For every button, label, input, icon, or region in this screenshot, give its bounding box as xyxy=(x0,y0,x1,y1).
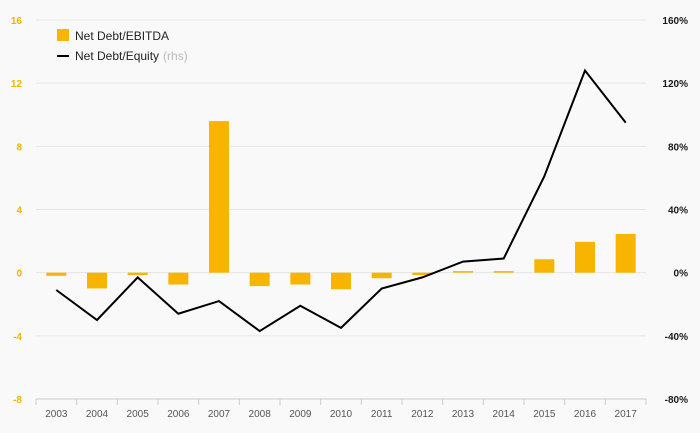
x-tick-label: 2009 xyxy=(289,409,312,420)
line-series xyxy=(55,68,627,333)
x-tick-label: 2004 xyxy=(86,409,109,420)
x-tick-label: 2008 xyxy=(249,409,272,420)
x-tick-label: 2015 xyxy=(533,409,556,420)
bar xyxy=(249,272,270,287)
x-tick-label: 2014 xyxy=(493,409,516,420)
bar xyxy=(493,271,514,273)
y-right-tick-label: 160% xyxy=(662,16,688,27)
axes: -8 -4 0 4 8 12 16 -80% -40% 0% 40% 80% 120% 160% 2003 2… xyxy=(11,16,688,420)
legend-bar-swatch xyxy=(57,29,69,41)
y-right-tick-label: 40% xyxy=(668,206,688,217)
bar xyxy=(168,272,189,285)
y-left-tick-label: 8 xyxy=(16,142,22,153)
bar xyxy=(87,272,107,289)
x-tick-label: 2011 xyxy=(371,409,393,420)
bar xyxy=(127,272,148,276)
y-left-tick-label: -4 xyxy=(13,332,22,343)
bar xyxy=(615,233,636,273)
y-right-tick-label: -40% xyxy=(665,332,688,343)
x-tick-label: 2012 xyxy=(411,409,434,420)
bar xyxy=(534,259,555,273)
bar xyxy=(290,272,311,285)
bar xyxy=(412,272,433,276)
x-tick-label: 2016 xyxy=(574,409,597,420)
bar xyxy=(453,271,473,273)
x-tick-label: 2010 xyxy=(330,409,353,420)
bar xyxy=(371,272,392,279)
legend: Net Debt/EBITDA Net Debt/Equity (rhs) xyxy=(57,29,188,63)
legend-label-line: Net Debt/Equity (rhs) xyxy=(75,49,188,63)
y-left-tick-label: 16 xyxy=(11,16,23,27)
bar xyxy=(331,272,351,290)
x-tick-label: 2005 xyxy=(127,409,150,420)
y-right-tick-label: 120% xyxy=(662,79,688,90)
bar xyxy=(46,272,67,276)
x-tick-label: 2007 xyxy=(208,409,231,420)
bar-series xyxy=(46,121,636,290)
legend-line-name: Net Debt/Equity xyxy=(75,49,159,63)
y-right-tick-label: 0% xyxy=(674,269,689,280)
x-tick-label: 2013 xyxy=(452,409,475,420)
y-right-tick-label: 80% xyxy=(668,142,688,153)
y-left-tick-label: -8 xyxy=(13,395,22,406)
gridlines xyxy=(36,19,646,400)
x-tick-label: 2006 xyxy=(167,409,190,420)
bar xyxy=(575,241,595,273)
line-path xyxy=(55,68,627,333)
y-right-tick-label: -80% xyxy=(665,395,688,406)
y-left-tick-label: 4 xyxy=(16,206,22,217)
bar xyxy=(209,121,229,273)
y-left-tick-label: 0 xyxy=(16,269,22,280)
y-left-tick-label: 12 xyxy=(11,79,23,90)
x-tick-label: 2017 xyxy=(615,409,638,420)
x-tick-label: 2003 xyxy=(45,409,68,420)
legend-label-bar: Net Debt/EBITDA xyxy=(75,29,169,43)
legend-line-note: (rhs) xyxy=(163,49,188,63)
